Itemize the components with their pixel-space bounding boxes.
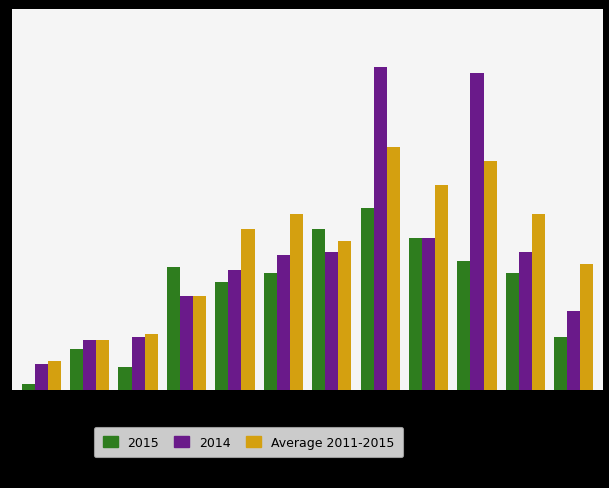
Bar xyxy=(554,338,568,390)
Bar xyxy=(241,229,255,390)
Bar xyxy=(325,253,338,390)
Bar xyxy=(180,297,193,390)
Bar xyxy=(484,162,496,390)
Bar xyxy=(35,364,48,390)
Bar xyxy=(580,264,593,390)
Bar xyxy=(193,297,206,390)
Bar xyxy=(374,68,387,390)
Bar xyxy=(132,338,144,390)
Bar xyxy=(338,241,351,390)
Bar xyxy=(568,311,580,390)
Bar xyxy=(70,349,83,390)
Bar xyxy=(264,273,277,390)
Legend: 2015, 2014, Average 2011-2015: 2015, 2014, Average 2011-2015 xyxy=(94,427,403,458)
Bar xyxy=(519,253,532,390)
Bar xyxy=(422,238,435,390)
Bar xyxy=(471,74,484,390)
Bar xyxy=(435,185,448,390)
Bar xyxy=(312,229,325,390)
Bar xyxy=(22,385,35,390)
Bar xyxy=(290,215,303,390)
Bar xyxy=(167,267,180,390)
Bar xyxy=(96,341,109,390)
Bar xyxy=(361,209,374,390)
Bar xyxy=(409,238,422,390)
Bar xyxy=(216,282,228,390)
Bar xyxy=(387,147,400,390)
Bar xyxy=(228,270,241,390)
Bar xyxy=(277,256,290,390)
Bar xyxy=(506,273,519,390)
Bar xyxy=(457,262,471,390)
Bar xyxy=(144,335,158,390)
Bar xyxy=(119,367,132,390)
Bar xyxy=(83,341,96,390)
Bar xyxy=(532,215,545,390)
Bar xyxy=(48,361,61,390)
